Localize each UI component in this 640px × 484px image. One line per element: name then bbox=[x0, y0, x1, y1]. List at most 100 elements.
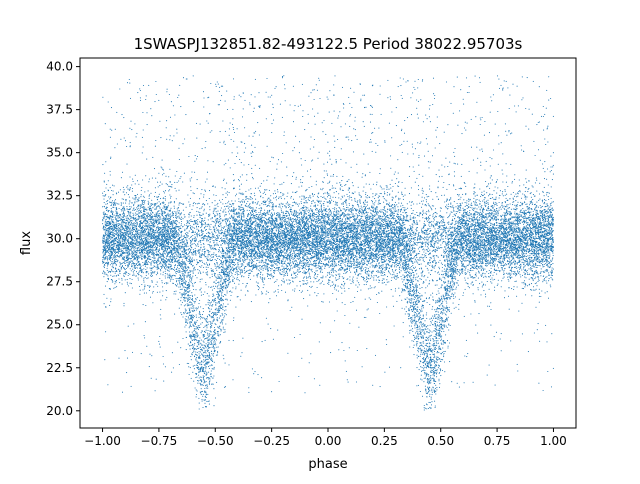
data-point bbox=[265, 263, 267, 265]
data-point bbox=[432, 239, 434, 241]
data-point bbox=[434, 365, 436, 367]
data-point bbox=[200, 339, 202, 341]
data-point bbox=[316, 280, 318, 282]
data-point bbox=[379, 312, 381, 315]
data-point bbox=[278, 251, 280, 253]
data-point bbox=[188, 238, 190, 240]
data-point bbox=[543, 129, 545, 131]
data-point bbox=[379, 230, 381, 232]
data-point bbox=[274, 190, 276, 192]
data-point bbox=[161, 202, 163, 204]
data-point bbox=[216, 242, 218, 244]
data-point bbox=[167, 218, 169, 220]
data-point bbox=[286, 259, 289, 261]
data-point bbox=[246, 174, 248, 176]
data-point bbox=[168, 218, 170, 220]
data-point bbox=[512, 238, 514, 240]
data-point bbox=[238, 198, 240, 200]
data-point bbox=[183, 299, 185, 301]
data-point bbox=[158, 340, 160, 342]
data-point bbox=[430, 206, 432, 208]
data-point bbox=[395, 266, 397, 268]
data-point bbox=[203, 364, 205, 366]
data-point bbox=[290, 274, 293, 276]
data-point bbox=[321, 301, 323, 303]
data-point bbox=[137, 200, 140, 202]
data-point bbox=[376, 209, 378, 211]
data-point bbox=[435, 357, 437, 359]
data-point bbox=[405, 241, 407, 243]
data-point bbox=[419, 390, 421, 393]
data-point bbox=[321, 122, 323, 124]
data-point bbox=[464, 272, 466, 274]
data-point bbox=[466, 207, 468, 209]
data-point bbox=[204, 317, 206, 319]
data-point bbox=[349, 115, 351, 117]
data-point bbox=[421, 353, 423, 355]
data-point bbox=[154, 247, 156, 249]
data-point bbox=[391, 244, 393, 246]
data-point bbox=[129, 176, 131, 178]
data-point bbox=[271, 123, 273, 125]
data-point bbox=[356, 277, 358, 279]
data-point bbox=[319, 200, 321, 202]
data-point bbox=[516, 232, 518, 234]
data-point bbox=[135, 258, 137, 260]
data-point bbox=[265, 193, 267, 195]
data-point bbox=[283, 280, 285, 282]
data-point bbox=[252, 178, 254, 180]
data-point bbox=[452, 184, 455, 186]
data-point bbox=[229, 167, 231, 169]
data-point bbox=[446, 305, 448, 307]
data-point bbox=[146, 278, 148, 280]
data-point bbox=[329, 276, 331, 278]
data-point bbox=[530, 266, 532, 269]
data-point bbox=[246, 217, 248, 219]
data-point bbox=[149, 261, 151, 264]
data-point bbox=[201, 398, 203, 400]
data-point bbox=[232, 203, 234, 205]
data-point bbox=[232, 108, 234, 110]
data-point bbox=[382, 212, 384, 214]
data-point bbox=[369, 231, 371, 233]
data-point bbox=[113, 287, 115, 289]
data-point bbox=[435, 334, 437, 336]
data-point bbox=[550, 259, 552, 261]
data-point bbox=[293, 241, 295, 243]
data-point bbox=[481, 225, 483, 227]
data-point bbox=[114, 283, 116, 285]
data-point bbox=[360, 211, 362, 213]
data-point bbox=[142, 237, 145, 239]
data-point bbox=[358, 284, 360, 286]
data-point bbox=[388, 216, 390, 218]
data-point bbox=[204, 181, 206, 183]
data-point bbox=[283, 84, 286, 86]
data-point bbox=[121, 222, 123, 224]
data-point bbox=[165, 175, 167, 177]
data-point bbox=[439, 333, 441, 335]
data-point bbox=[343, 259, 345, 261]
data-point bbox=[431, 390, 433, 392]
data-point bbox=[204, 291, 206, 293]
data-point bbox=[199, 198, 201, 200]
data-point bbox=[199, 281, 201, 283]
data-point bbox=[295, 265, 297, 267]
data-point bbox=[116, 286, 118, 288]
data-point bbox=[129, 282, 131, 284]
data-point bbox=[225, 278, 227, 280]
data-point bbox=[385, 215, 387, 218]
data-point bbox=[527, 222, 529, 224]
data-point bbox=[537, 273, 539, 275]
data-point bbox=[144, 284, 146, 286]
data-point bbox=[133, 254, 135, 256]
data-point bbox=[102, 192, 104, 194]
data-point bbox=[427, 236, 429, 238]
data-point bbox=[354, 199, 356, 201]
data-point bbox=[161, 167, 163, 169]
data-point bbox=[226, 90, 228, 92]
data-point bbox=[311, 268, 313, 270]
data-point bbox=[538, 260, 540, 262]
data-point bbox=[294, 288, 296, 290]
data-point bbox=[208, 213, 210, 216]
data-point bbox=[463, 382, 465, 384]
